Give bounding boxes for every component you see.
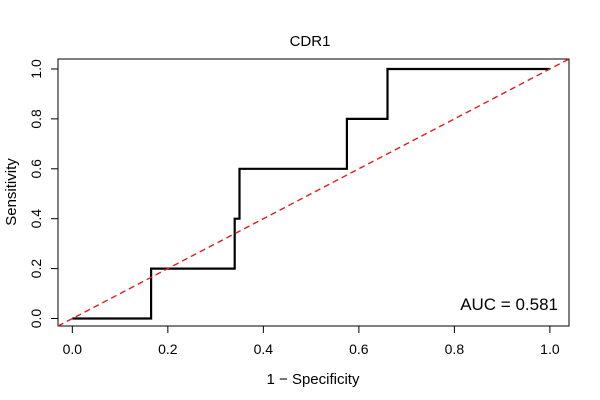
x-tick-label-5: 1.0 bbox=[540, 341, 560, 357]
x-axis-label: 1 − Specificity bbox=[267, 371, 360, 388]
chart-title: CDR1 bbox=[290, 33, 331, 50]
auc-annotation: AUC = 0.581 bbox=[460, 295, 558, 314]
chance-diagonal-line bbox=[57, 58, 570, 327]
y-tick-label-1: 0.2 bbox=[28, 259, 44, 279]
y-tick-label-0: 0.0 bbox=[28, 309, 44, 329]
x-tick-label-1: 0.2 bbox=[158, 341, 178, 357]
series-layer bbox=[57, 58, 570, 327]
y-tick-label-5: 1.0 bbox=[28, 59, 44, 79]
y-axis: 0.0 0.2 0.4 0.6 0.8 1.0 bbox=[28, 59, 58, 328]
y-tick-label-4: 0.8 bbox=[28, 109, 44, 129]
y-tick-label-2: 0.4 bbox=[28, 209, 44, 229]
x-tick-label-0: 0.0 bbox=[63, 341, 83, 357]
x-tick-label-2: 0.4 bbox=[254, 341, 274, 357]
y-axis-label: Sensitivity bbox=[3, 158, 20, 226]
y-tick-label-3: 0.6 bbox=[28, 159, 44, 179]
x-axis: 0.0 0.2 0.4 0.6 0.8 1.0 bbox=[63, 326, 560, 357]
x-tick-label-3: 0.6 bbox=[349, 341, 369, 357]
plot-frame bbox=[57, 58, 570, 327]
x-tick-label-4: 0.8 bbox=[445, 341, 465, 357]
